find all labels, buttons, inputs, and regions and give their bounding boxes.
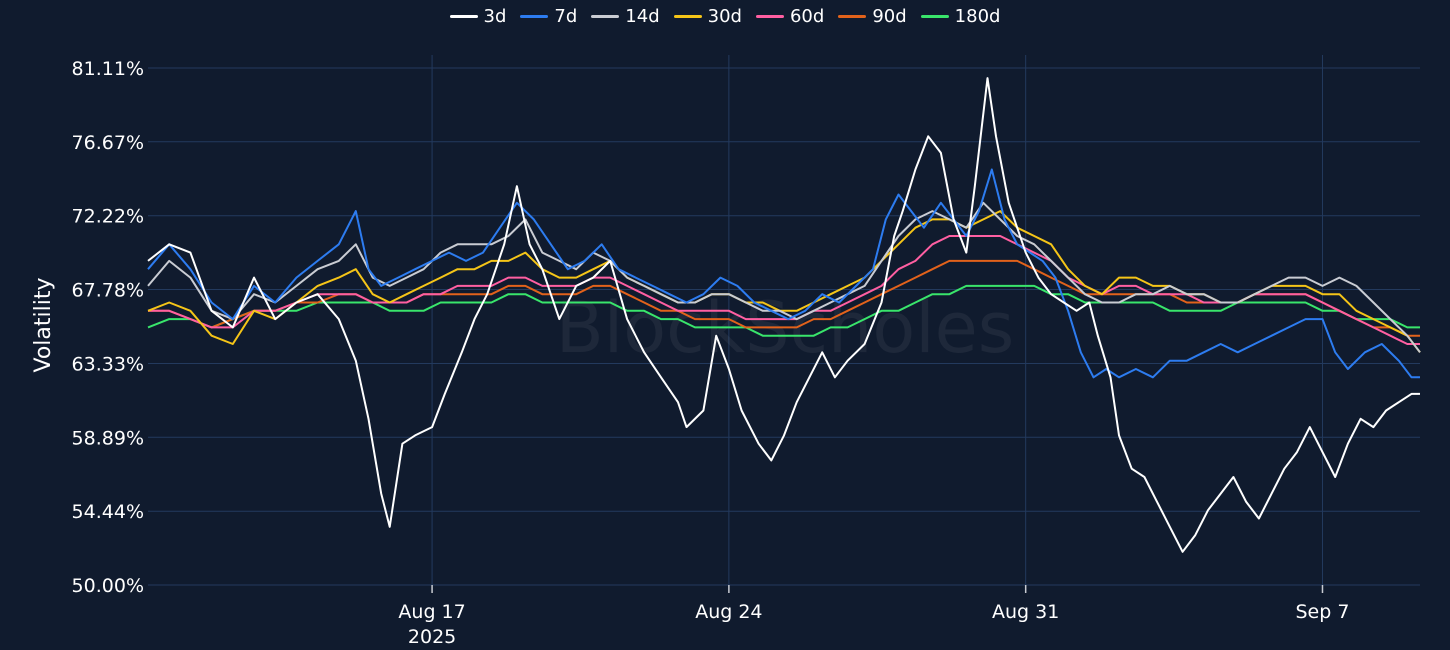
x-tick-label: Aug 17 xyxy=(398,601,465,623)
y-tick-label: 67.78% xyxy=(72,280,144,302)
y-tick-label: 81.11% xyxy=(72,58,144,80)
legend-item-14d[interactable]: 14d xyxy=(591,6,660,27)
y-axis-label: Volatility xyxy=(31,277,56,372)
legend-label: 30d xyxy=(707,6,742,27)
y-axis-ticks: 81.11% 76.67% 72.22% 67.78% 63.33% 58.89% 54.4… xyxy=(72,58,144,597)
legend-label: 60d xyxy=(789,6,825,27)
legend-item-90d[interactable]: 90d xyxy=(838,6,907,27)
series-line-14d xyxy=(147,201,1421,353)
x-axis-ticks: Aug 17 2025 Aug 24 Aug 31 Sep 7 xyxy=(398,585,1349,648)
legend-label: 7d xyxy=(554,6,578,27)
legend-label: 180d xyxy=(954,6,1001,27)
legend-item-180d[interactable]: 180d xyxy=(920,6,1001,27)
grid-lines xyxy=(148,55,1420,586)
y-tick-label: 76.67% xyxy=(72,132,144,154)
legend-label: 90d xyxy=(872,6,907,27)
y-tick-label: 72.22% xyxy=(72,206,144,228)
x-tick-label: Sep 7 xyxy=(1296,601,1350,623)
legend-swatch xyxy=(755,15,784,18)
legend-item-30d[interactable]: 30d xyxy=(673,6,742,27)
legend-item-7d[interactable]: 7d xyxy=(520,6,577,27)
legend-label: 14d xyxy=(625,6,660,27)
y-tick-label: 50.00% xyxy=(72,575,144,597)
legend-swatch xyxy=(673,15,702,18)
legend-swatch xyxy=(838,15,867,18)
legend-label: 3d xyxy=(483,6,507,27)
legend-swatch xyxy=(591,15,620,18)
chart-legend: 3d 7d 14d 30d 60d 90d 180d xyxy=(0,6,1450,27)
series-layer xyxy=(147,77,1421,553)
legend-swatch xyxy=(920,15,949,18)
legend-item-3d[interactable]: 3d xyxy=(449,6,507,27)
y-tick-label: 63.33% xyxy=(72,353,144,375)
series-line-7d xyxy=(147,168,1420,379)
legend-swatch xyxy=(449,15,478,18)
x-tick-label: Aug 31 xyxy=(992,601,1059,623)
y-tick-label: 58.89% xyxy=(72,427,144,449)
x-tick-label: Aug 24 xyxy=(695,601,762,623)
y-tick-label: 54.44% xyxy=(72,501,144,523)
legend-item-60d[interactable]: 60d xyxy=(755,6,825,27)
x-tick-sublabel: 2025 xyxy=(408,626,456,648)
legend-swatch xyxy=(520,15,549,18)
series-line-3d xyxy=(147,77,1420,553)
series-line-180d xyxy=(147,284,1420,337)
